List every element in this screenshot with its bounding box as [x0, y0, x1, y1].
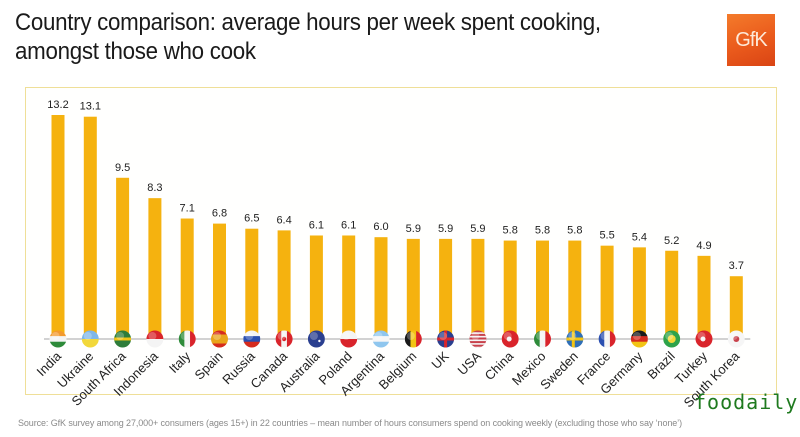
data-label: 5.8 [567, 225, 582, 237]
bar [51, 115, 65, 339]
bar [665, 250, 679, 339]
germany-flag-icon [630, 330, 648, 348]
south-africa-flag-icon [114, 330, 132, 348]
bar-group: 5.9 UK [428, 223, 455, 372]
poland-flag-icon [340, 330, 358, 348]
bar [632, 247, 646, 339]
argentina-flag-icon [372, 330, 390, 348]
turkey-flag-icon [695, 330, 713, 348]
bar [471, 238, 485, 339]
data-label: 5.9 [438, 223, 453, 235]
russia-flag-icon [243, 330, 261, 348]
bar [148, 198, 162, 339]
data-label: 5.5 [599, 230, 614, 242]
bar [536, 240, 549, 339]
data-label: 8.3 [147, 182, 162, 194]
data-label: 5.2 [664, 235, 679, 247]
data-label: 4.9 [696, 240, 711, 252]
data-label: 5.9 [406, 223, 421, 235]
data-label: 5.4 [632, 231, 647, 243]
data-label: 6.5 [244, 213, 259, 225]
bar [406, 238, 420, 339]
bar [213, 223, 226, 339]
category-label: USA [455, 348, 485, 378]
bar [83, 116, 97, 340]
watermark: foodaily [694, 390, 799, 414]
title-line-2: amongst those who cook [15, 38, 256, 65]
bar-group: 5.9 USA [455, 223, 487, 378]
category-label: UK [428, 348, 452, 372]
sweden-flag-icon [566, 330, 584, 348]
bar [309, 235, 323, 339]
bar [439, 238, 453, 339]
spain-flag-icon [211, 330, 228, 348]
bar [697, 255, 711, 339]
bar [374, 237, 388, 339]
data-label: 7.1 [180, 203, 195, 215]
gfk-logo: GfK [727, 14, 775, 66]
data-label: 5.8 [535, 225, 550, 237]
france-flag-icon [598, 330, 616, 348]
data-label: 13.1 [80, 101, 101, 113]
category-label: Italy [166, 348, 194, 376]
bar-group: 7.1 Italy [166, 203, 196, 376]
bar [116, 177, 130, 339]
data-label: 5.9 [470, 223, 485, 235]
bar [180, 218, 194, 339]
bar [729, 276, 743, 339]
bar [245, 228, 259, 339]
logo-text: GfK [735, 28, 767, 51]
brazil-flag-icon [663, 330, 681, 348]
canada-flag-icon [275, 330, 293, 348]
data-label: 6.4 [276, 214, 291, 226]
chart-title: Country comparison: average hours per we… [15, 8, 601, 66]
bar [600, 245, 614, 339]
bar [568, 240, 582, 339]
bar [277, 230, 291, 339]
indonesia-flag-icon [146, 330, 164, 348]
data-label: 6.1 [341, 219, 356, 231]
bar [503, 240, 517, 339]
data-label: 3.7 [729, 260, 744, 272]
uk-flag-icon [437, 330, 455, 348]
source-note: Source: GfK survey among 27,000+ consume… [18, 418, 682, 428]
data-label: 6.8 [212, 208, 227, 220]
italy-flag-icon [178, 330, 196, 348]
data-label: 5.8 [503, 225, 518, 237]
belgium-flag-icon [404, 330, 422, 348]
australia-flag-icon [307, 330, 325, 348]
data-label: 9.5 [115, 162, 130, 174]
china-flag-icon [501, 330, 519, 348]
usa-flag-icon [469, 330, 487, 348]
title-line-1: Country comparison: average hours per we… [15, 9, 601, 36]
bar [342, 235, 356, 339]
data-label: 6.0 [373, 221, 388, 233]
india-flag-icon [49, 330, 67, 348]
mexico-flag-icon [534, 330, 551, 348]
south-korea-flag-icon [727, 330, 745, 348]
data-label: 13.2 [47, 99, 68, 111]
data-label: 6.1 [309, 219, 324, 231]
ukraine-flag-icon [81, 330, 99, 348]
